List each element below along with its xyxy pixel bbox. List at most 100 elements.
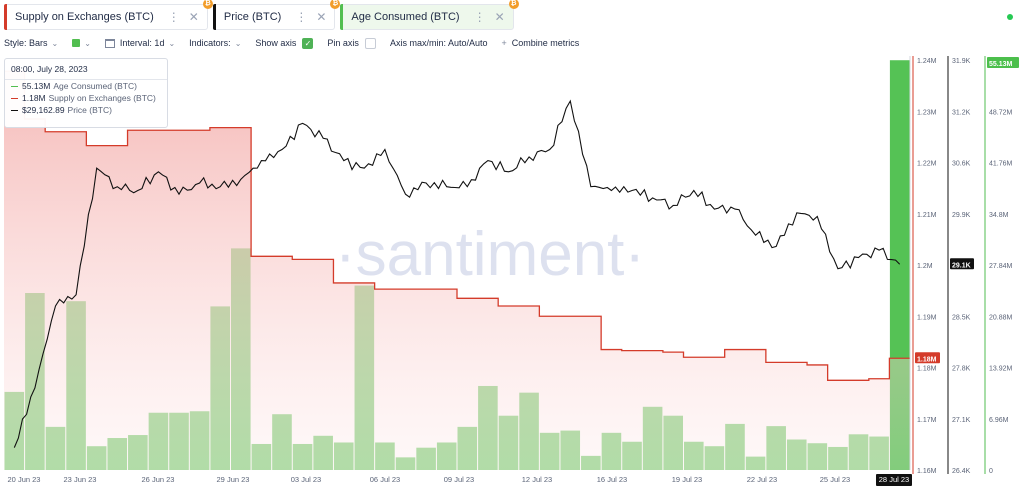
chart-canvas[interactable]: ·santiment· 1.24M 1.23M 1.22M 1.21M 1.2M 1.19… — [0, 50, 1024, 488]
settings-bar: Style: Bars ⌄ ⌄ Interval: 1d ⌄ Indicator… — [4, 36, 593, 50]
style-select[interactable]: Style: Bars ⌄ — [4, 38, 58, 48]
age-axis-tick: 13.92M — [989, 366, 1013, 373]
legend-line-icon — [11, 109, 18, 111]
price-axis-tick: 31.2K — [952, 109, 971, 116]
price-axis-tick: 27.1K — [952, 417, 971, 424]
more-options-icon[interactable]: ⋮ — [167, 10, 180, 24]
age-axis-tick: 20.88M — [989, 314, 1013, 321]
interval-select[interactable]: Interval: 1d ⌄ — [104, 38, 176, 48]
chevron-down-icon: ⌄ — [168, 38, 176, 48]
pin-axis-toggle[interactable]: Pin axis — [327, 37, 376, 49]
pin-axis-label: Pin axis — [327, 38, 359, 48]
x-axis-tick: 03 Jul 23 — [291, 475, 321, 484]
supply-axis-tick: 1.2M — [917, 263, 933, 270]
tooltip-value: $29,162.89 — [22, 105, 65, 115]
price-current-badge-bg — [950, 258, 974, 270]
tooltip-value: 55.13M — [22, 81, 51, 91]
supply-area-fill — [4, 71, 910, 471]
more-options-icon[interactable]: ⋮ — [473, 10, 486, 24]
supply-line — [4, 70, 910, 381]
age-axis-tick: 48.72M — [989, 109, 1013, 116]
age-axis-tick: 27.84M — [989, 263, 1013, 270]
price-axis-tick: 26.4K — [952, 468, 971, 475]
supply-axis-tick: 1.16M — [917, 468, 937, 475]
show-axis-label: Show axis — [255, 38, 297, 48]
series-color-bar — [4, 4, 7, 30]
close-icon[interactable]: ✕ — [188, 10, 199, 24]
age-axis-tick: 6.96M — [989, 417, 1009, 424]
close-icon[interactable]: ✕ — [316, 10, 327, 24]
x-axis-tick: 29 Jun 23 — [217, 475, 250, 484]
tooltip-metric-name: Age Consumed (BTC) — [53, 81, 137, 91]
x-axis-tick: 12 Jul 23 — [522, 475, 552, 484]
axis-maxmin-select[interactable]: Axis max/min: Auto/Auto — [390, 38, 488, 48]
price-axis-tick: 28.5K — [952, 314, 971, 321]
chevron-down-icon: ⌄ — [84, 38, 91, 48]
age-current-badge: 55.13M — [989, 61, 1013, 68]
x-axis-tick: 06 Jul 23 — [370, 475, 400, 484]
price-axis-tick: 29.9K — [952, 212, 971, 219]
x-axis-tick: 20 Jun 23 — [8, 475, 41, 484]
bitcoin-icon: ₿ — [330, 0, 341, 9]
price-axis-tick: 27.8K — [952, 366, 971, 373]
checkbox-empty-icon[interactable] — [364, 37, 376, 49]
supply-axis-tick: 1.24M — [917, 58, 937, 65]
chart-tooltip: 08:00, July 28, 2023 55.13M Age Consumed… — [4, 58, 168, 128]
x-axis-tick: 23 Jun 23 — [64, 475, 97, 484]
tab-price[interactable]: Price (BTC) ⋮ ✕ ₿ — [212, 0, 341, 30]
tooltip-metric-name: Supply on Exchanges (BTC) — [48, 93, 156, 103]
color-select[interactable]: ⌄ — [72, 39, 91, 48]
x-axis-tick: 16 Jul 23 — [597, 475, 627, 484]
price-axis-tick: 30.6K — [952, 161, 971, 168]
tab-age-consumed[interactable]: Age Consumed (BTC) ⋮ ✕ ₿ — [340, 0, 519, 30]
x-axis-tick: 25 Jul 23 — [820, 475, 850, 484]
x-axis-tick: 26 Jun 23 — [142, 475, 175, 484]
age-axis-tick: 41.76M — [989, 161, 1013, 168]
live-status-dot — [1007, 14, 1013, 20]
right-axes: 1.24M 1.23M 1.22M 1.21M 1.2M 1.19M 1.18M 1.17M 1… — [912, 56, 1019, 475]
style-label: Style: Bars — [4, 38, 48, 48]
combine-metrics-button[interactable]: + Combine metrics — [501, 38, 579, 48]
close-icon[interactable]: ✕ — [494, 10, 505, 24]
price-axis-tick: 31.9K — [952, 58, 971, 65]
tooltip-metric-name: Price (BTC) — [67, 105, 112, 115]
supply-axis-tick: 1.18M — [917, 366, 937, 373]
tooltip-value: 1.18M — [22, 93, 46, 103]
tooltip-row-age-consumed: 55.13M Age Consumed (BTC) — [5, 80, 167, 92]
tooltip-time: 08:00, July 28, 2023 — [5, 59, 167, 80]
santiment-watermark: ·santiment· — [335, 220, 645, 289]
x-axis-tick: 22 Jul 23 — [747, 475, 777, 484]
bitcoin-icon: ₿ — [508, 0, 519, 9]
supply-axis-tick: 1.23M — [917, 109, 937, 116]
age-axis-tick: 34.8M — [989, 212, 1009, 219]
tab-label: Supply on Exchanges (BTC) — [15, 11, 154, 23]
x-axis-tick: 09 Jul 23 — [444, 475, 474, 484]
price-line-path — [13, 99, 901, 448]
legend-line-icon — [11, 85, 18, 87]
chevron-down-icon: ⌄ — [234, 38, 242, 48]
age-current-badge-bg — [987, 57, 1019, 68]
show-axis-toggle[interactable]: Show axis ✓ — [255, 37, 314, 49]
series-color-bar — [340, 4, 344, 30]
series-color-bar — [212, 4, 216, 30]
x-axis-highlight-bg — [876, 474, 912, 486]
bitcoin-icon: ₿ — [202, 0, 213, 9]
x-axis-tick: 19 Jul 23 — [672, 475, 702, 484]
indicators-select[interactable]: Indicators: ⌄ — [189, 38, 241, 48]
tab-label: Age Consumed (BTC) — [351, 11, 460, 23]
supply-axis-tick: 1.19M — [917, 314, 937, 321]
checkbox-checked-icon[interactable]: ✓ — [302, 37, 314, 49]
price-line — [13, 99, 901, 448]
plus-icon: + — [501, 38, 507, 48]
more-options-icon[interactable]: ⋮ — [295, 10, 307, 24]
tab-label: Price (BTC) — [223, 11, 282, 23]
supply-current-badge-bg — [915, 352, 940, 364]
x-axis: 20 Jun 23 23 Jun 23 26 Jun 23 29 Jun 23 03 J… — [8, 56, 912, 486]
supply-axis-tick: 1.22M — [917, 161, 937, 168]
supply-current-badge: 1.18M — [917, 356, 937, 363]
tooltip-row-price: $29,162.89 Price (BTC) — [5, 104, 167, 116]
indicators-label: Indicators: — [189, 38, 231, 48]
tab-supply-on-exchanges[interactable]: Supply on Exchanges (BTC) ⋮ ✕ ₿ — [4, 0, 213, 30]
axis-maxmin-label: Axis max/min: Auto/Auto — [389, 38, 488, 48]
tooltip-row-supply: 1.18M Supply on Exchanges (BTC) — [5, 92, 167, 104]
